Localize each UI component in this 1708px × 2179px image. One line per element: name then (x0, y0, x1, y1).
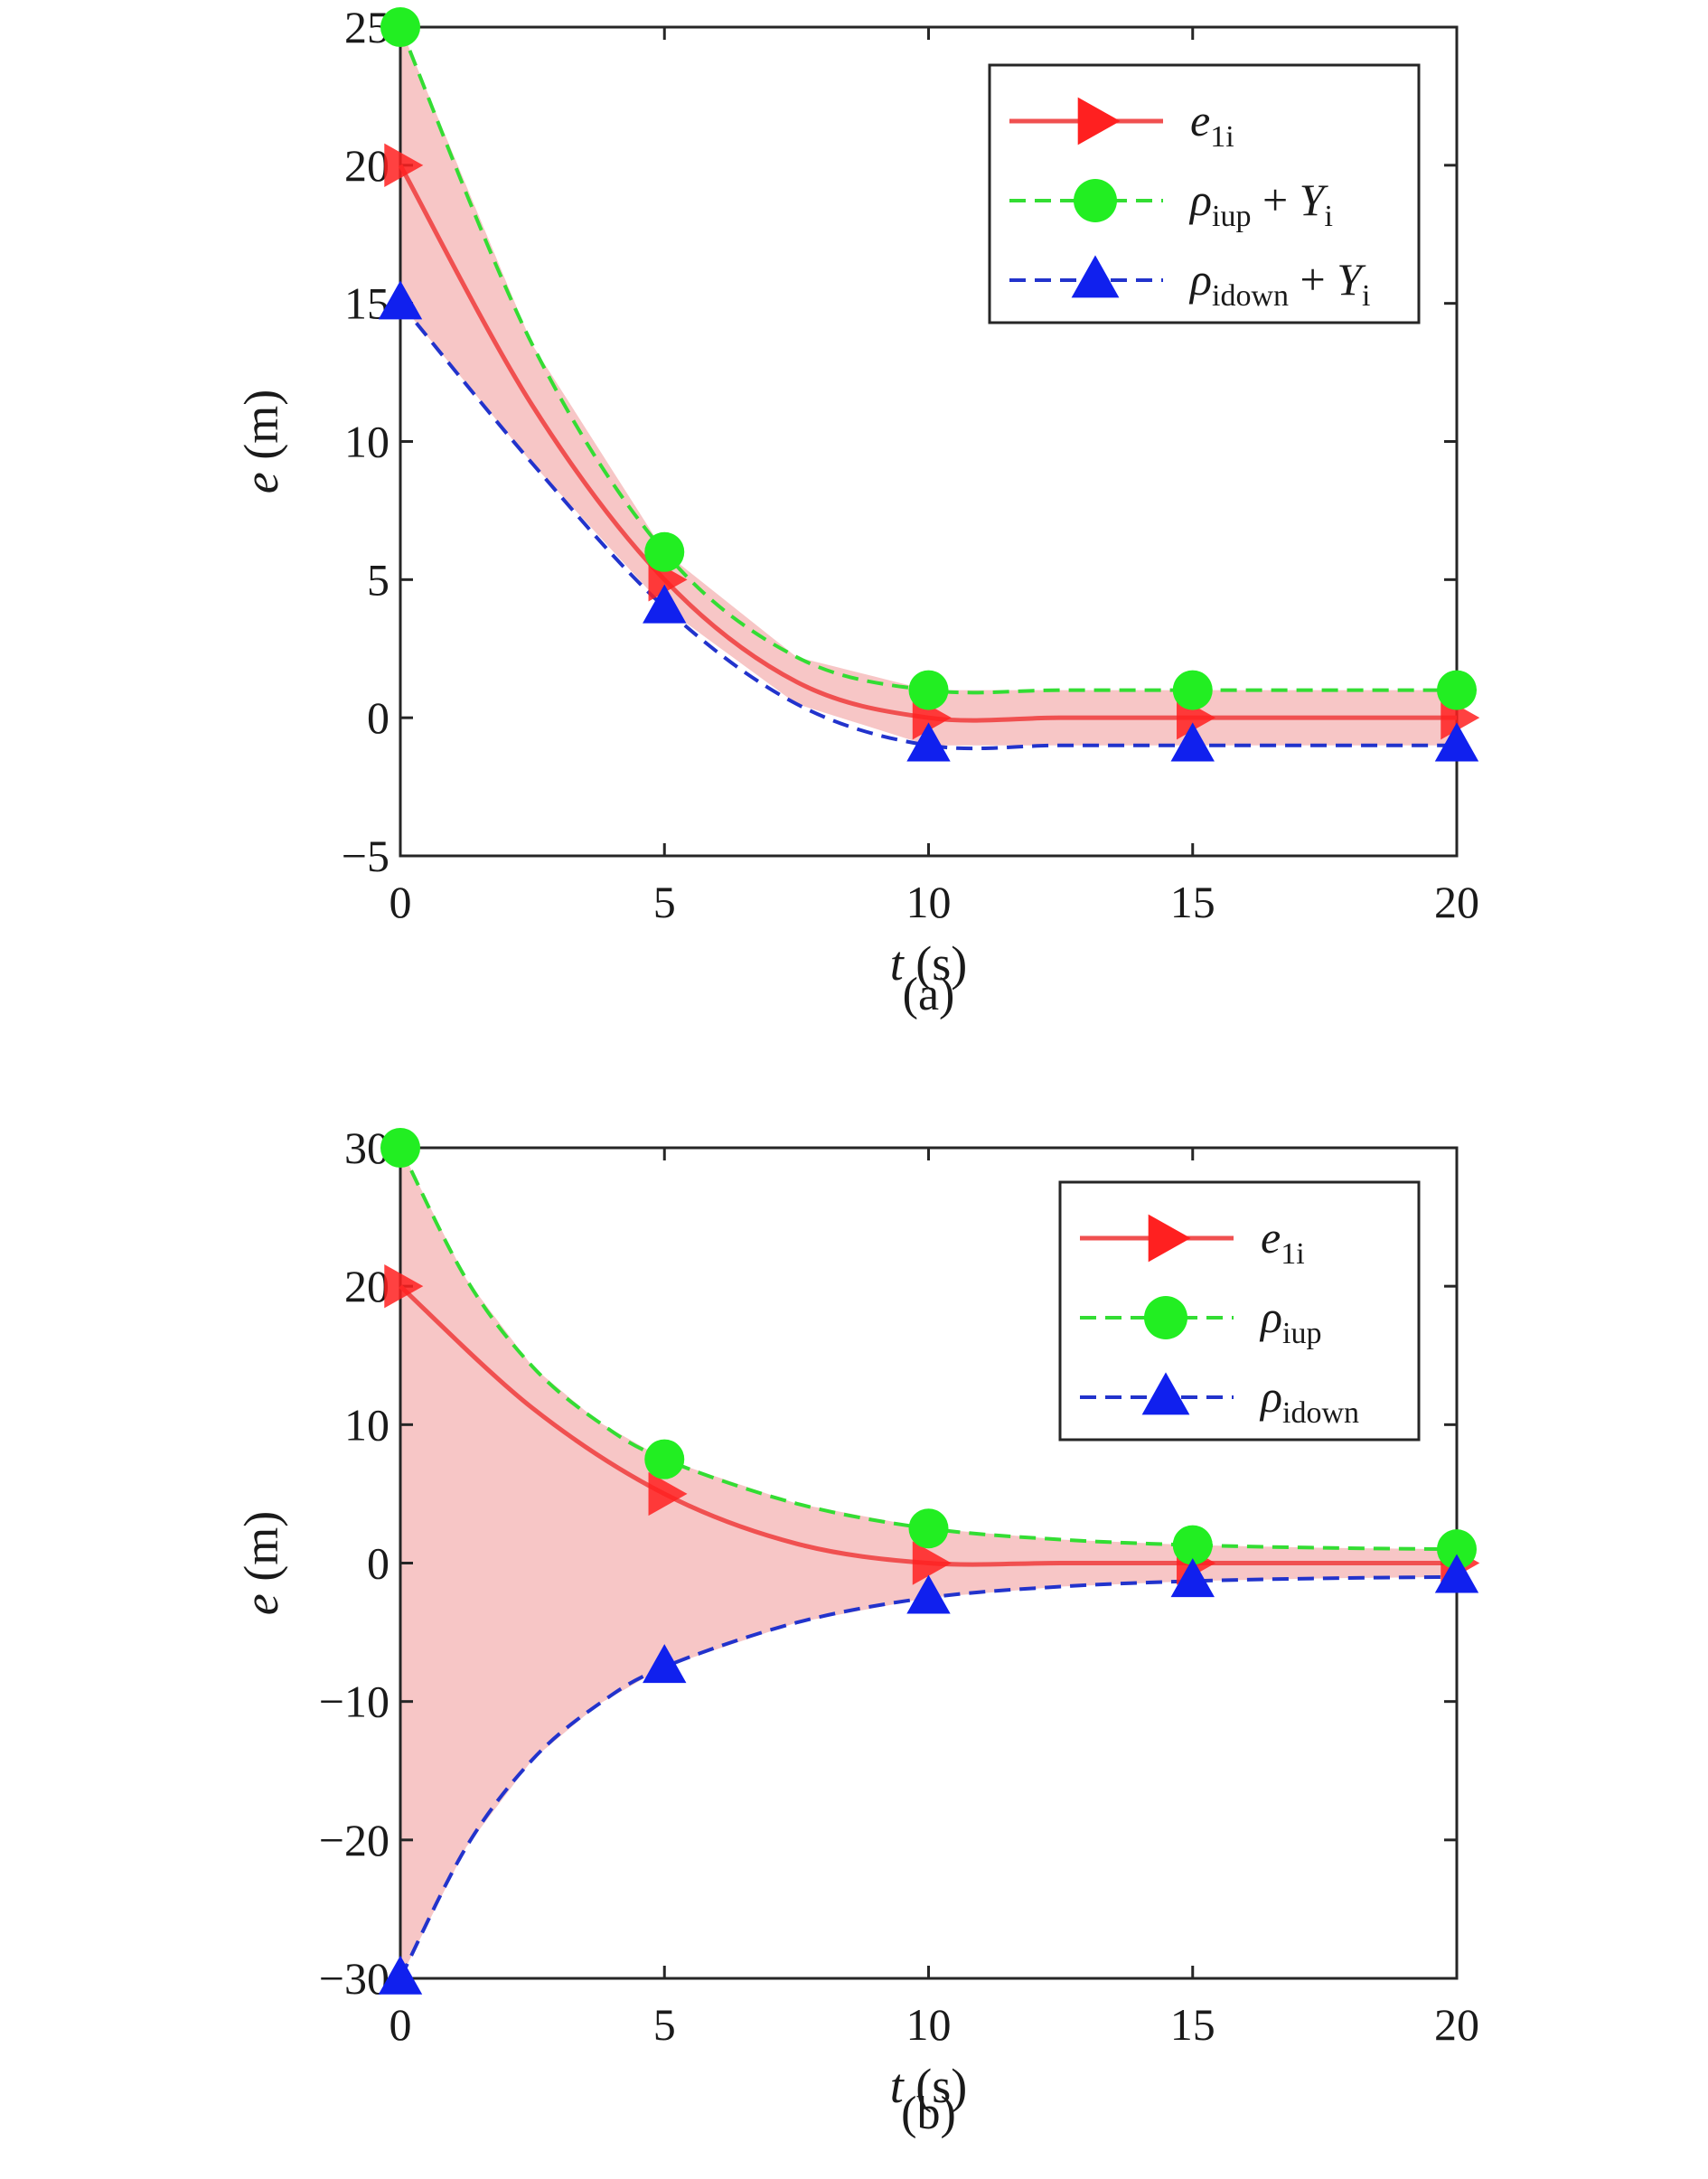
series-line-up (399, 1147, 1458, 1552)
x-tick-label: 0 (389, 877, 412, 927)
legend-label-up: ρiup + Yi (1188, 174, 1333, 233)
legend-label-e1i: e1i (1261, 1212, 1305, 1271)
marker-up (1172, 1525, 1213, 1565)
legend-label-down: ρidown + Yi (1188, 254, 1370, 313)
marker-down (1170, 722, 1215, 762)
legend: e1i ρiup ρidown (1058, 1180, 1421, 1442)
y-axis-label: e (m) (234, 390, 288, 493)
marker-up (908, 1508, 949, 1549)
marker-down (906, 1574, 951, 1614)
legend-marker-up (1074, 179, 1117, 222)
y-tick-label: 10 (344, 417, 389, 467)
x-tick-label: 15 (1170, 1999, 1215, 2050)
y-tick-label: 20 (344, 140, 389, 191)
marker-down (378, 1955, 423, 1995)
legend-marker-e1i (1148, 1214, 1191, 1263)
marker-up (1172, 670, 1213, 710)
marker-e1i (384, 143, 424, 188)
legend-box (1058, 1180, 1421, 1442)
marker-down (643, 584, 687, 624)
marker-up (1437, 1529, 1477, 1570)
marker-e1i (912, 1541, 952, 1585)
legend-label-up: ρiup (1259, 1291, 1321, 1350)
panel-caption: (a) (903, 969, 955, 1020)
marker-up (1437, 670, 1477, 710)
x-tick-label: 20 (1434, 1999, 1479, 2050)
marker-down (1434, 1554, 1479, 1593)
y-tick-label: −30 (319, 1953, 389, 2004)
y-tick-label: 10 (344, 1399, 389, 1450)
panel-caption: (b) (901, 2088, 956, 2139)
marker-up (380, 1128, 420, 1168)
y-tick-label: 0 (367, 1538, 389, 1589)
legend-marker-e1i (1077, 97, 1121, 146)
y-tick-label: −20 (319, 1815, 389, 1865)
x-tick-label: 10 (906, 877, 952, 927)
x-tick-label: 5 (653, 1999, 676, 2050)
marker-up (644, 531, 685, 572)
marker-e1i (648, 1471, 688, 1517)
legend-marker-up (1144, 1296, 1187, 1339)
marker-down (1170, 1558, 1215, 1598)
legend-label-down: ρidown (1259, 1371, 1359, 1430)
legend-marker-down (1141, 1372, 1190, 1415)
marker-up (908, 670, 949, 710)
marker-down (378, 280, 423, 320)
marker-up (380, 7, 420, 47)
marker-down (643, 1644, 687, 1684)
y-axis-label: e (m) (234, 1511, 288, 1615)
series-line-down (399, 302, 1457, 751)
y-tick-label: 15 (344, 278, 389, 329)
marker-down (906, 722, 951, 762)
x-tick-label: 0 (389, 1999, 412, 2050)
y-tick-label: −5 (342, 831, 389, 881)
y-tick-label: 20 (344, 1261, 389, 1311)
x-axis-label: t (s) (890, 936, 968, 991)
x-tick-label: 10 (906, 1999, 952, 2050)
y-tick-label: 0 (367, 692, 389, 743)
x-axis-label: t (s) (890, 2059, 968, 2113)
y-tick-label: 5 (367, 554, 389, 605)
legend-label-e1i: e1i (1190, 95, 1234, 154)
legend-marker-down (1071, 255, 1120, 298)
series-line-e1i (398, 164, 1457, 723)
marker-e1i (384, 1263, 424, 1309)
x-tick-label: 15 (1170, 877, 1215, 927)
x-tick-label: 5 (653, 877, 676, 927)
y-tick-label: −10 (319, 1677, 389, 1727)
legend: e1i ρiup + Yi ρidown + Yi (988, 63, 1421, 324)
series-line-up (399, 26, 1457, 695)
x-tick-label: 20 (1434, 877, 1479, 927)
marker-up (644, 1439, 685, 1479)
marker-down (1434, 722, 1479, 762)
series-line-down (399, 1574, 1458, 1979)
